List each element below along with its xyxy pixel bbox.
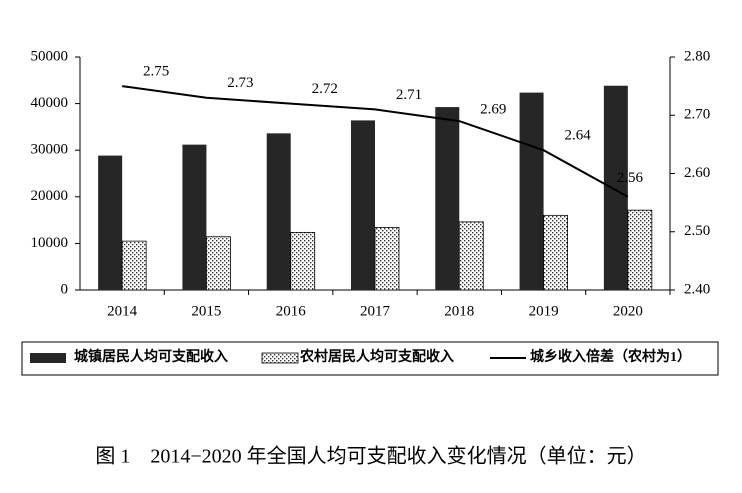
data-label: 2.69 — [480, 102, 506, 118]
x-tick-label: 2019 — [529, 303, 559, 319]
y2-tick-label: 2.80 — [684, 48, 710, 64]
x-tick-label: 2018 — [444, 303, 474, 319]
legend-label: 农村居民人均可支配收入 — [299, 348, 454, 365]
y-tick-label: 40000 — [31, 95, 69, 111]
y-tick-label: 10000 — [31, 235, 69, 251]
bar — [266, 133, 291, 290]
bar — [290, 231, 316, 291]
data-label: 2.72 — [312, 81, 338, 97]
bar — [351, 120, 375, 290]
y2-tick-label: 2.70 — [684, 107, 710, 123]
bar — [603, 85, 628, 291]
bar — [519, 92, 544, 291]
y-tick-label: 50000 — [31, 48, 69, 64]
legend-box — [21, 341, 719, 376]
y-tick-label: 30000 — [31, 142, 69, 158]
bar — [435, 107, 460, 291]
x-tick-label: 2014 — [107, 303, 138, 319]
caption: 图 1 2014−2020 年全国人均可支配收入变化情况（单位：元） — [95, 445, 646, 468]
y-tick-label: 20000 — [31, 188, 69, 204]
bar — [121, 240, 147, 291]
line — [122, 85, 629, 198]
data-label: 2.64 — [564, 128, 591, 144]
y-tick-label: 0 — [61, 281, 69, 297]
x-tick-label: 2015 — [191, 303, 221, 319]
data-label: 2.56 — [617, 170, 644, 186]
x-tick-label: 2016 — [276, 303, 307, 319]
data-label: 2.71 — [396, 87, 422, 103]
x-tick-label: 2020 — [613, 303, 643, 319]
bar — [458, 221, 484, 291]
bar — [627, 209, 653, 291]
bar — [98, 155, 123, 290]
legend-swatch — [261, 352, 299, 364]
x-tick-label: 2017 — [360, 303, 391, 319]
bar — [206, 236, 231, 291]
legend-swatch — [30, 353, 66, 363]
legend-label: 城乡收入倍差（农村为1） — [530, 348, 691, 365]
bar — [374, 227, 400, 291]
data-label: 2.75 — [143, 64, 169, 80]
y2-tick-label: 2.40 — [684, 281, 710, 297]
legend-label: 城镇居民人均可支配收入 — [74, 348, 228, 365]
y2-tick-label: 2.60 — [684, 165, 710, 181]
bar — [543, 214, 568, 291]
data-label: 2.73 — [227, 75, 253, 91]
bar — [182, 144, 207, 290]
y2-tick-label: 2.50 — [684, 223, 710, 239]
